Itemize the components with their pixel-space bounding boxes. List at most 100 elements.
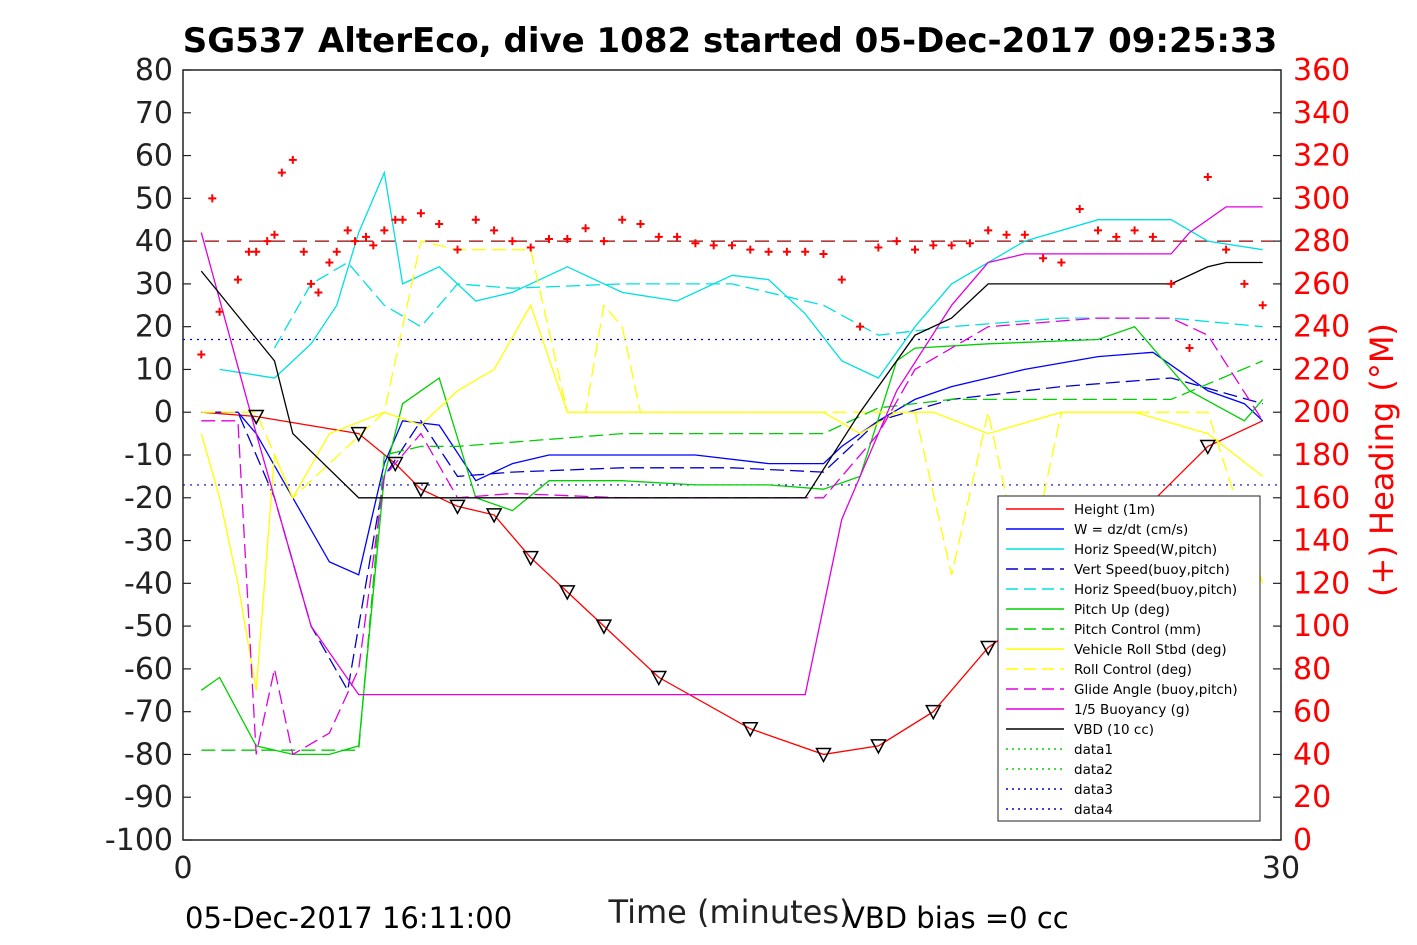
legend-label: VBD (10 cc) (1074, 722, 1154, 738)
heading-point (782, 247, 791, 256)
y-tick-label-right: 320 (1293, 139, 1350, 174)
legend-label: Glide Angle (buoy,pitch) (1074, 682, 1238, 698)
heading-point (314, 288, 323, 297)
series-line-5 (200, 325, 1264, 756)
heading-point (984, 226, 993, 235)
heading-point (343, 226, 352, 235)
heading-point (801, 247, 810, 256)
y-tick-label-left: -70 (124, 695, 173, 730)
footer-timestamp: 05-Dec-2017 16:11:00 (185, 901, 512, 935)
heading-point (1039, 254, 1048, 263)
y-tick-label-right: 160 (1293, 481, 1350, 516)
heading-point (1112, 232, 1121, 241)
heading-point (599, 237, 608, 246)
heading-point (471, 215, 480, 224)
y-tick-label-right: 340 (1293, 96, 1350, 131)
legend-box (997, 495, 1261, 822)
y-tick-label-right: 300 (1293, 181, 1350, 216)
y-tick-label-right: 0 (1293, 823, 1312, 858)
heading-point (1167, 279, 1176, 288)
y-tick-label-right: 40 (1293, 737, 1331, 772)
series-line-6 (201, 360, 1263, 751)
heading-point (508, 237, 517, 246)
heading-point (837, 275, 846, 284)
legend-label: W = dz/dt (cm/s) (1074, 522, 1188, 538)
heading-point (453, 245, 462, 254)
heading-point (929, 241, 938, 250)
x-tick-label: 30 (1262, 851, 1300, 886)
y-tick-label-right: 20 (1293, 780, 1331, 815)
height-marker (1199, 439, 1217, 456)
y-tick-label-right: 360 (1293, 53, 1350, 88)
heading-point (208, 194, 217, 203)
heading-point (197, 350, 206, 359)
height-marker (979, 640, 997, 657)
heading-point (435, 220, 444, 228)
heading-point (325, 258, 334, 267)
heading-point (416, 209, 425, 218)
y-axis-left: 80 70 60 50 40 30 20 10 0 -10 -20 -30 -40 -50 -60 -70 -8… (105, 53, 191, 858)
heading-point (391, 215, 400, 224)
height-marker (559, 585, 576, 601)
legend-label: Vehicle Roll Stbd (deg) (1074, 642, 1227, 658)
y-tick-label-left: -50 (124, 609, 173, 644)
series-line-11 (200, 261, 1263, 499)
heading-points-layer (197, 155, 1267, 359)
footer-vbd-bias: VBD bias =0 cc (845, 901, 1069, 935)
height-marker (870, 739, 887, 755)
y-tick-label-right: 80 (1293, 652, 1331, 687)
y-tick-label-right: 140 (1293, 524, 1350, 559)
heading-point (764, 247, 773, 256)
y-tick-label-left: -20 (124, 481, 173, 516)
y-tick-label-left: -40 (124, 566, 173, 601)
legend-label: data1 (1074, 742, 1113, 758)
legend: Height (1m) W = dz/dt (cm/s) Horiz Speed(W… (997, 495, 1261, 822)
heading-point (490, 226, 499, 235)
y-tick-label-left: 40 (135, 224, 173, 259)
heading-point (288, 155, 297, 164)
heading-point (728, 241, 736, 250)
y-tick-label-right: 180 (1293, 438, 1350, 473)
heading-point (307, 279, 316, 288)
legend-label: data4 (1074, 802, 1113, 818)
series-line-3 (201, 377, 1263, 693)
y-tick-label-left: 50 (135, 181, 173, 216)
heading-point (965, 239, 974, 248)
heading-point (299, 247, 308, 256)
heading-point (911, 245, 919, 254)
y-tick-label-left: -60 (124, 652, 173, 687)
y-tick-label-left: -30 (124, 524, 173, 559)
y-tick-label-left: 10 (135, 352, 173, 387)
series-line-1 (201, 351, 1264, 576)
height-marker (247, 409, 265, 426)
heading-point (892, 237, 901, 246)
heading-point (1203, 172, 1212, 181)
heading-point (233, 275, 242, 284)
series-line-4 (273, 261, 1263, 349)
y-tick-label-left: 60 (135, 139, 173, 174)
heading-point (263, 237, 272, 246)
x-axis-label: Time (minutes) (608, 893, 852, 931)
y-tick-label-right: 100 (1293, 609, 1350, 644)
heading-point (398, 215, 407, 224)
heading-point (1002, 230, 1011, 239)
legend-label: Horiz Speed(W,pitch) (1074, 542, 1217, 558)
height-marker (595, 619, 613, 635)
height-marker (485, 508, 503, 524)
heading-point (1075, 205, 1084, 214)
legend-label: Height (1m) (1074, 502, 1155, 518)
y-tick-label-left: 0 (154, 395, 173, 430)
heading-point (369, 241, 378, 250)
heading-point (636, 220, 645, 228)
y-tick-label-right: 280 (1293, 224, 1350, 259)
heading-point (332, 247, 341, 256)
heading-point (244, 247, 253, 256)
heading-point (1094, 226, 1102, 235)
y-tick-label-left: -90 (124, 780, 173, 815)
legend-label: Vert Speed(buoy,pitch) (1074, 562, 1230, 578)
heading-point (1240, 279, 1249, 288)
legend-label: data2 (1074, 762, 1113, 778)
heading-point (1222, 245, 1231, 254)
height-marker (350, 426, 367, 443)
